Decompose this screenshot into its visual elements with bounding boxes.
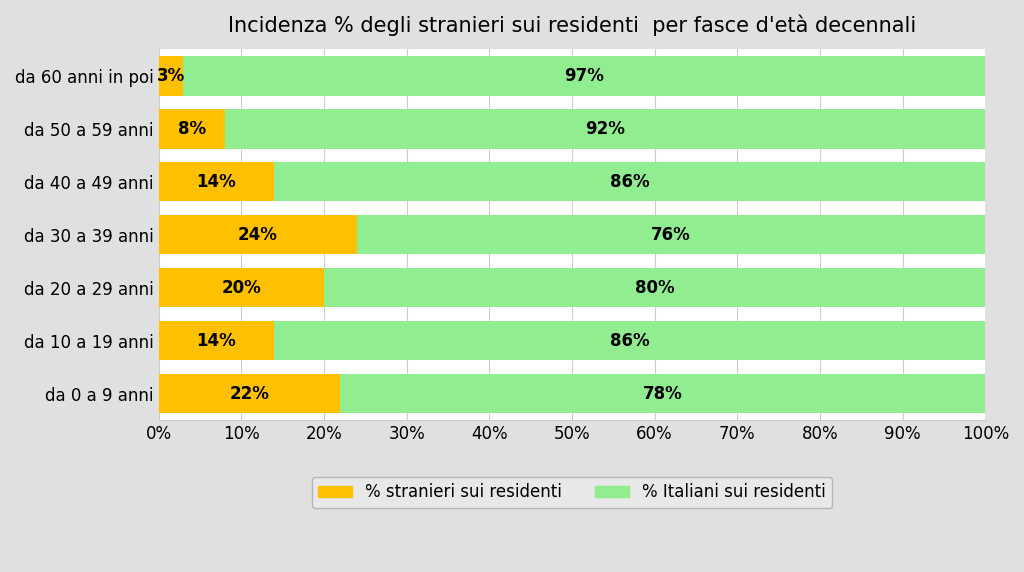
Text: 3%: 3% — [157, 67, 185, 85]
Bar — [224, 109, 985, 149]
Text: 22%: 22% — [229, 384, 269, 403]
Text: 76%: 76% — [651, 225, 691, 244]
Bar — [159, 374, 341, 414]
Text: 14%: 14% — [197, 173, 237, 190]
Text: 20%: 20% — [221, 279, 261, 297]
Bar — [159, 162, 274, 201]
Text: 8%: 8% — [177, 120, 206, 138]
Text: 14%: 14% — [197, 332, 237, 349]
Bar — [159, 109, 224, 149]
Text: 86%: 86% — [610, 173, 649, 190]
Bar — [183, 56, 985, 96]
Text: 80%: 80% — [635, 279, 675, 297]
Bar — [341, 374, 985, 414]
Bar — [159, 214, 357, 255]
Text: 97%: 97% — [564, 67, 604, 85]
Title: Incidenza % degli stranieri sui residenti  per fasce d'età decennali: Incidenza % degli stranieri sui resident… — [228, 15, 916, 37]
Bar — [159, 56, 183, 96]
Bar — [274, 321, 985, 360]
Legend: % stranieri sui residenti, % Italiani sui residenti: % stranieri sui residenti, % Italiani su… — [311, 476, 833, 508]
Text: 78%: 78% — [643, 384, 683, 403]
Bar — [159, 321, 274, 360]
Bar — [357, 214, 985, 255]
Text: 86%: 86% — [610, 332, 649, 349]
Bar — [159, 268, 324, 308]
Text: 24%: 24% — [238, 225, 278, 244]
Bar — [324, 268, 985, 308]
Bar — [274, 162, 985, 201]
Text: 92%: 92% — [585, 120, 625, 138]
